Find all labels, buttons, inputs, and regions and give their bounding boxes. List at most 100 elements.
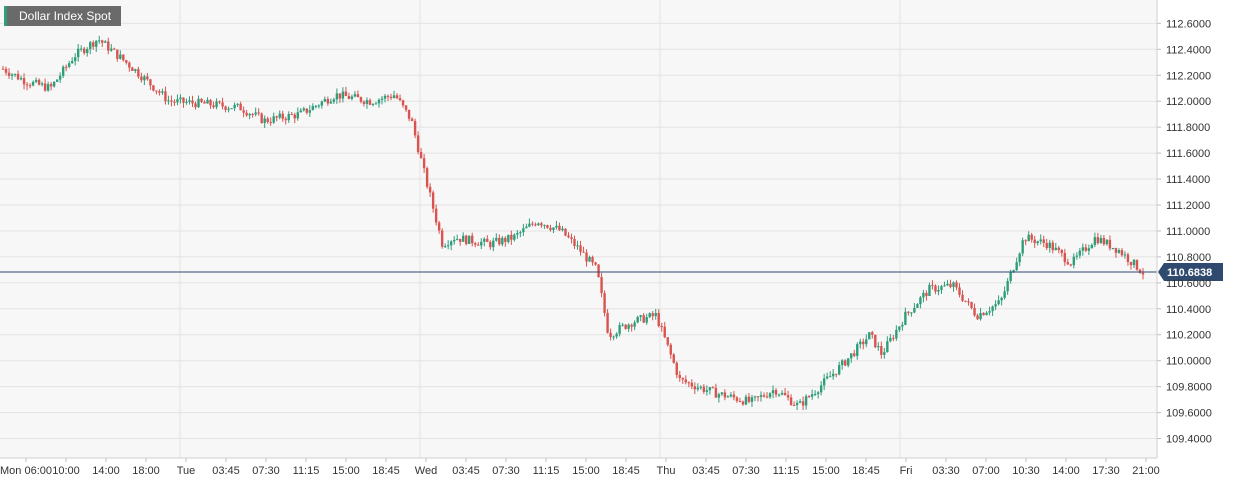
candle-body [615,333,618,337]
candle-body [943,285,946,287]
candle-body [1009,272,1012,281]
candle-body [395,95,399,99]
candle-body [40,83,44,85]
candle-body [765,396,769,398]
candle-body [889,337,892,342]
candle-body [528,223,531,227]
candle-body [519,232,522,234]
candle-body [883,352,886,355]
candle-body [636,316,639,323]
candle-body [1039,239,1042,242]
candle-body [368,100,372,105]
candle-body [732,394,736,398]
candle-body [386,95,390,97]
candle-body [471,235,474,244]
candle-body [714,387,718,398]
candle-body [188,100,191,102]
candle-body [747,396,751,402]
candle-body [868,332,871,340]
candle-body [73,57,77,62]
candle-body [10,74,14,76]
last-price-layer: 110.6838 [0,262,1223,281]
candle-body [892,337,895,339]
candle-body [1042,239,1045,243]
candle-body [690,382,694,387]
candle-body [1006,280,1009,292]
candle-body [52,81,56,87]
candle-body [961,294,964,301]
candle-body [134,69,137,71]
candle-body [1048,242,1051,248]
candle-body [1093,237,1097,245]
candle-body [323,99,327,102]
candle-body [729,394,733,397]
candle-body [762,395,766,397]
x-tick-label: 03:45 [452,465,480,477]
candle-body [886,341,889,353]
candle-body [949,283,952,287]
candle-body [419,152,423,159]
candle-body [603,293,606,313]
candle-body [296,112,299,119]
candle-body [359,97,363,102]
candle-body [13,73,17,75]
candle-body [901,324,904,327]
candle-body [537,223,540,226]
candle-body [609,332,612,337]
candle-body [1090,244,1094,249]
x-tick-label: 18:45 [612,465,640,477]
candle-body [34,79,38,82]
candle-body [332,99,336,102]
candle-body [1135,259,1139,270]
candle-body [230,108,233,110]
candle-body [275,116,278,118]
candle-body [122,54,125,61]
candle-body [1027,234,1030,242]
candle-body [194,103,197,108]
candle-body [783,392,787,396]
candle-body [594,262,597,265]
candle-body [1084,247,1088,251]
x-tick-label: 03:45 [212,465,240,477]
candle-body [925,292,928,297]
candle-body [61,66,65,76]
candle-body [383,95,387,99]
y-tick-label: 111.6000 [1166,148,1210,160]
candle-body [645,317,648,323]
candle-body [16,73,20,80]
candle-body [107,41,110,51]
candle-body [182,97,185,103]
candle-body [1030,234,1033,240]
candle-body [197,98,200,108]
y-tick-label: 110.0000 [1166,356,1211,368]
candle-body [31,81,35,86]
candle-body [110,48,113,51]
candle-body [1117,250,1121,253]
candle-body [970,301,973,308]
candle-body [293,114,296,119]
candle-body [862,341,865,345]
candle-body [522,228,525,233]
candle-body [365,100,369,104]
x-tick-label: 07:30 [732,465,760,477]
candle-body [242,110,245,113]
candle-body [1024,240,1027,242]
candle-body [672,354,675,363]
candle-body [119,54,122,59]
x-tick-label: 14:00 [92,465,120,477]
x-tick-label: 10:00 [52,465,80,477]
y-tick-label: 109.4000 [1166,434,1212,446]
x-tick-label: 07:00 [972,465,1000,477]
candle-body [847,358,850,366]
candle-body [1132,259,1136,266]
candle-body [844,360,847,366]
candle-body [795,402,799,406]
last-price-tag [1158,262,1223,281]
candle-body [350,96,354,99]
candle-body [128,62,131,68]
candle-body [287,113,290,121]
candle-body [209,99,212,106]
candle-body [266,118,269,123]
candle-body [543,225,546,227]
candle-body [101,40,104,43]
